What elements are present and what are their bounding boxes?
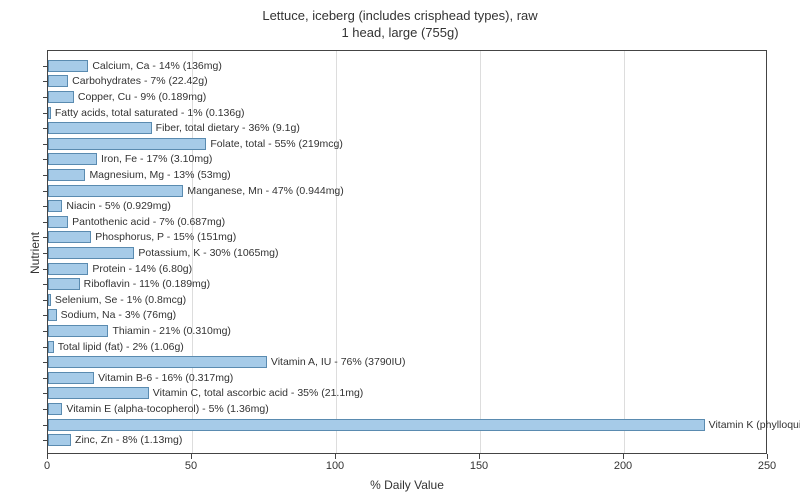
nutrient-label: Vitamin C, total ascorbic acid - 35% (21…	[153, 387, 363, 399]
nutrient-label: Sodium, Na - 3% (76mg)	[61, 309, 177, 321]
x-tick-mark	[767, 454, 768, 459]
x-tick-mark	[191, 454, 192, 459]
nutrient-bar	[48, 153, 97, 165]
nutrient-label: Vitamin K (phylloquinone) - 228% (182.0m…	[709, 419, 800, 431]
nutrient-bar	[48, 341, 54, 353]
nutrient-label: Vitamin E (alpha-tocopherol) - 5% (1.36m…	[66, 403, 268, 415]
nutrient-bar	[48, 122, 152, 134]
gridline	[624, 51, 625, 453]
nutrient-label: Niacin - 5% (0.929mg)	[66, 200, 170, 212]
nutrient-bar	[48, 263, 88, 275]
nutrient-label: Calcium, Ca - 14% (136mg)	[92, 60, 222, 72]
nutrient-label: Total lipid (fat) - 2% (1.06g)	[58, 341, 184, 353]
nutrient-bar	[48, 91, 74, 103]
nutrient-bar	[48, 403, 62, 415]
x-axis-label: % Daily Value	[47, 478, 767, 492]
nutrient-label: Manganese, Mn - 47% (0.944mg)	[187, 185, 343, 197]
nutrient-bar	[48, 75, 68, 87]
nutrient-label: Vitamin B-6 - 16% (0.317mg)	[98, 372, 233, 384]
nutrient-bar	[48, 169, 85, 181]
nutrient-bar	[48, 60, 88, 72]
nutrient-label: Riboflavin - 11% (0.189mg)	[84, 278, 210, 290]
nutrient-bar	[48, 216, 68, 228]
nutrient-label: Iron, Fe - 17% (3.10mg)	[101, 153, 212, 165]
nutrient-label: Carbohydrates - 7% (22.42g)	[72, 75, 207, 87]
nutrient-bar	[48, 247, 134, 259]
nutrient-bar	[48, 231, 91, 243]
nutrient-bar	[48, 387, 149, 399]
nutrient-bar	[48, 107, 51, 119]
x-tick-label: 250	[758, 460, 776, 472]
chart-plot-area: Calcium, Ca - 14% (136mg) Carbohydrates -…	[47, 50, 767, 454]
nutrient-label: Copper, Cu - 9% (0.189mg)	[78, 91, 206, 103]
nutrient-label: Fiber, total dietary - 36% (9.1g)	[156, 122, 300, 134]
nutrient-label: Magnesium, Mg - 13% (53mg)	[89, 169, 230, 181]
nutrient-bar	[48, 278, 80, 290]
nutrient-bar	[48, 309, 57, 321]
nutrient-bar	[48, 138, 206, 150]
nutrient-label: Zinc, Zn - 8% (1.13mg)	[75, 434, 182, 446]
nutrient-label: Thiamin - 21% (0.310mg)	[112, 325, 230, 337]
nutrient-bar	[48, 200, 62, 212]
nutrient-bar	[48, 294, 51, 306]
nutrient-bar	[48, 372, 94, 384]
title-line-1: Lettuce, iceberg (includes crisphead typ…	[0, 8, 800, 25]
nutrient-bar	[48, 434, 71, 446]
nutrient-label: Vitamin A, IU - 76% (3790IU)	[271, 356, 406, 368]
nutrient-bar	[48, 419, 705, 431]
nutrient-label: Potassium, K - 30% (1065mg)	[138, 247, 278, 259]
nutrient-label: Fatty acids, total saturated - 1% (0.136…	[55, 107, 245, 119]
nutrient-label: Phosphorus, P - 15% (151mg)	[95, 231, 236, 243]
x-tick-label: 200	[614, 460, 632, 472]
nutrient-bar	[48, 185, 183, 197]
x-tick-mark	[479, 454, 480, 459]
x-tick-mark	[47, 454, 48, 459]
x-tick-label: 50	[185, 460, 197, 472]
y-axis-label: Nutrient	[28, 223, 42, 283]
x-tick-label: 0	[44, 460, 50, 472]
nutrient-label: Protein - 14% (6.80g)	[92, 263, 192, 275]
nutrient-label: Selenium, Se - 1% (0.8mcg)	[55, 294, 186, 306]
nutrient-bar	[48, 356, 267, 368]
title-line-2: 1 head, large (755g)	[0, 25, 800, 42]
nutrient-label: Folate, total - 55% (219mcg)	[210, 138, 342, 150]
x-tick-mark	[623, 454, 624, 459]
nutrient-bar	[48, 325, 108, 337]
gridline	[480, 51, 481, 453]
chart-title: Lettuce, iceberg (includes crisphead typ…	[0, 8, 800, 42]
x-tick-mark	[335, 454, 336, 459]
x-tick-label: 100	[326, 460, 344, 472]
x-tick-label: 150	[470, 460, 488, 472]
nutrient-label: Pantothenic acid - 7% (0.687mg)	[72, 216, 225, 228]
